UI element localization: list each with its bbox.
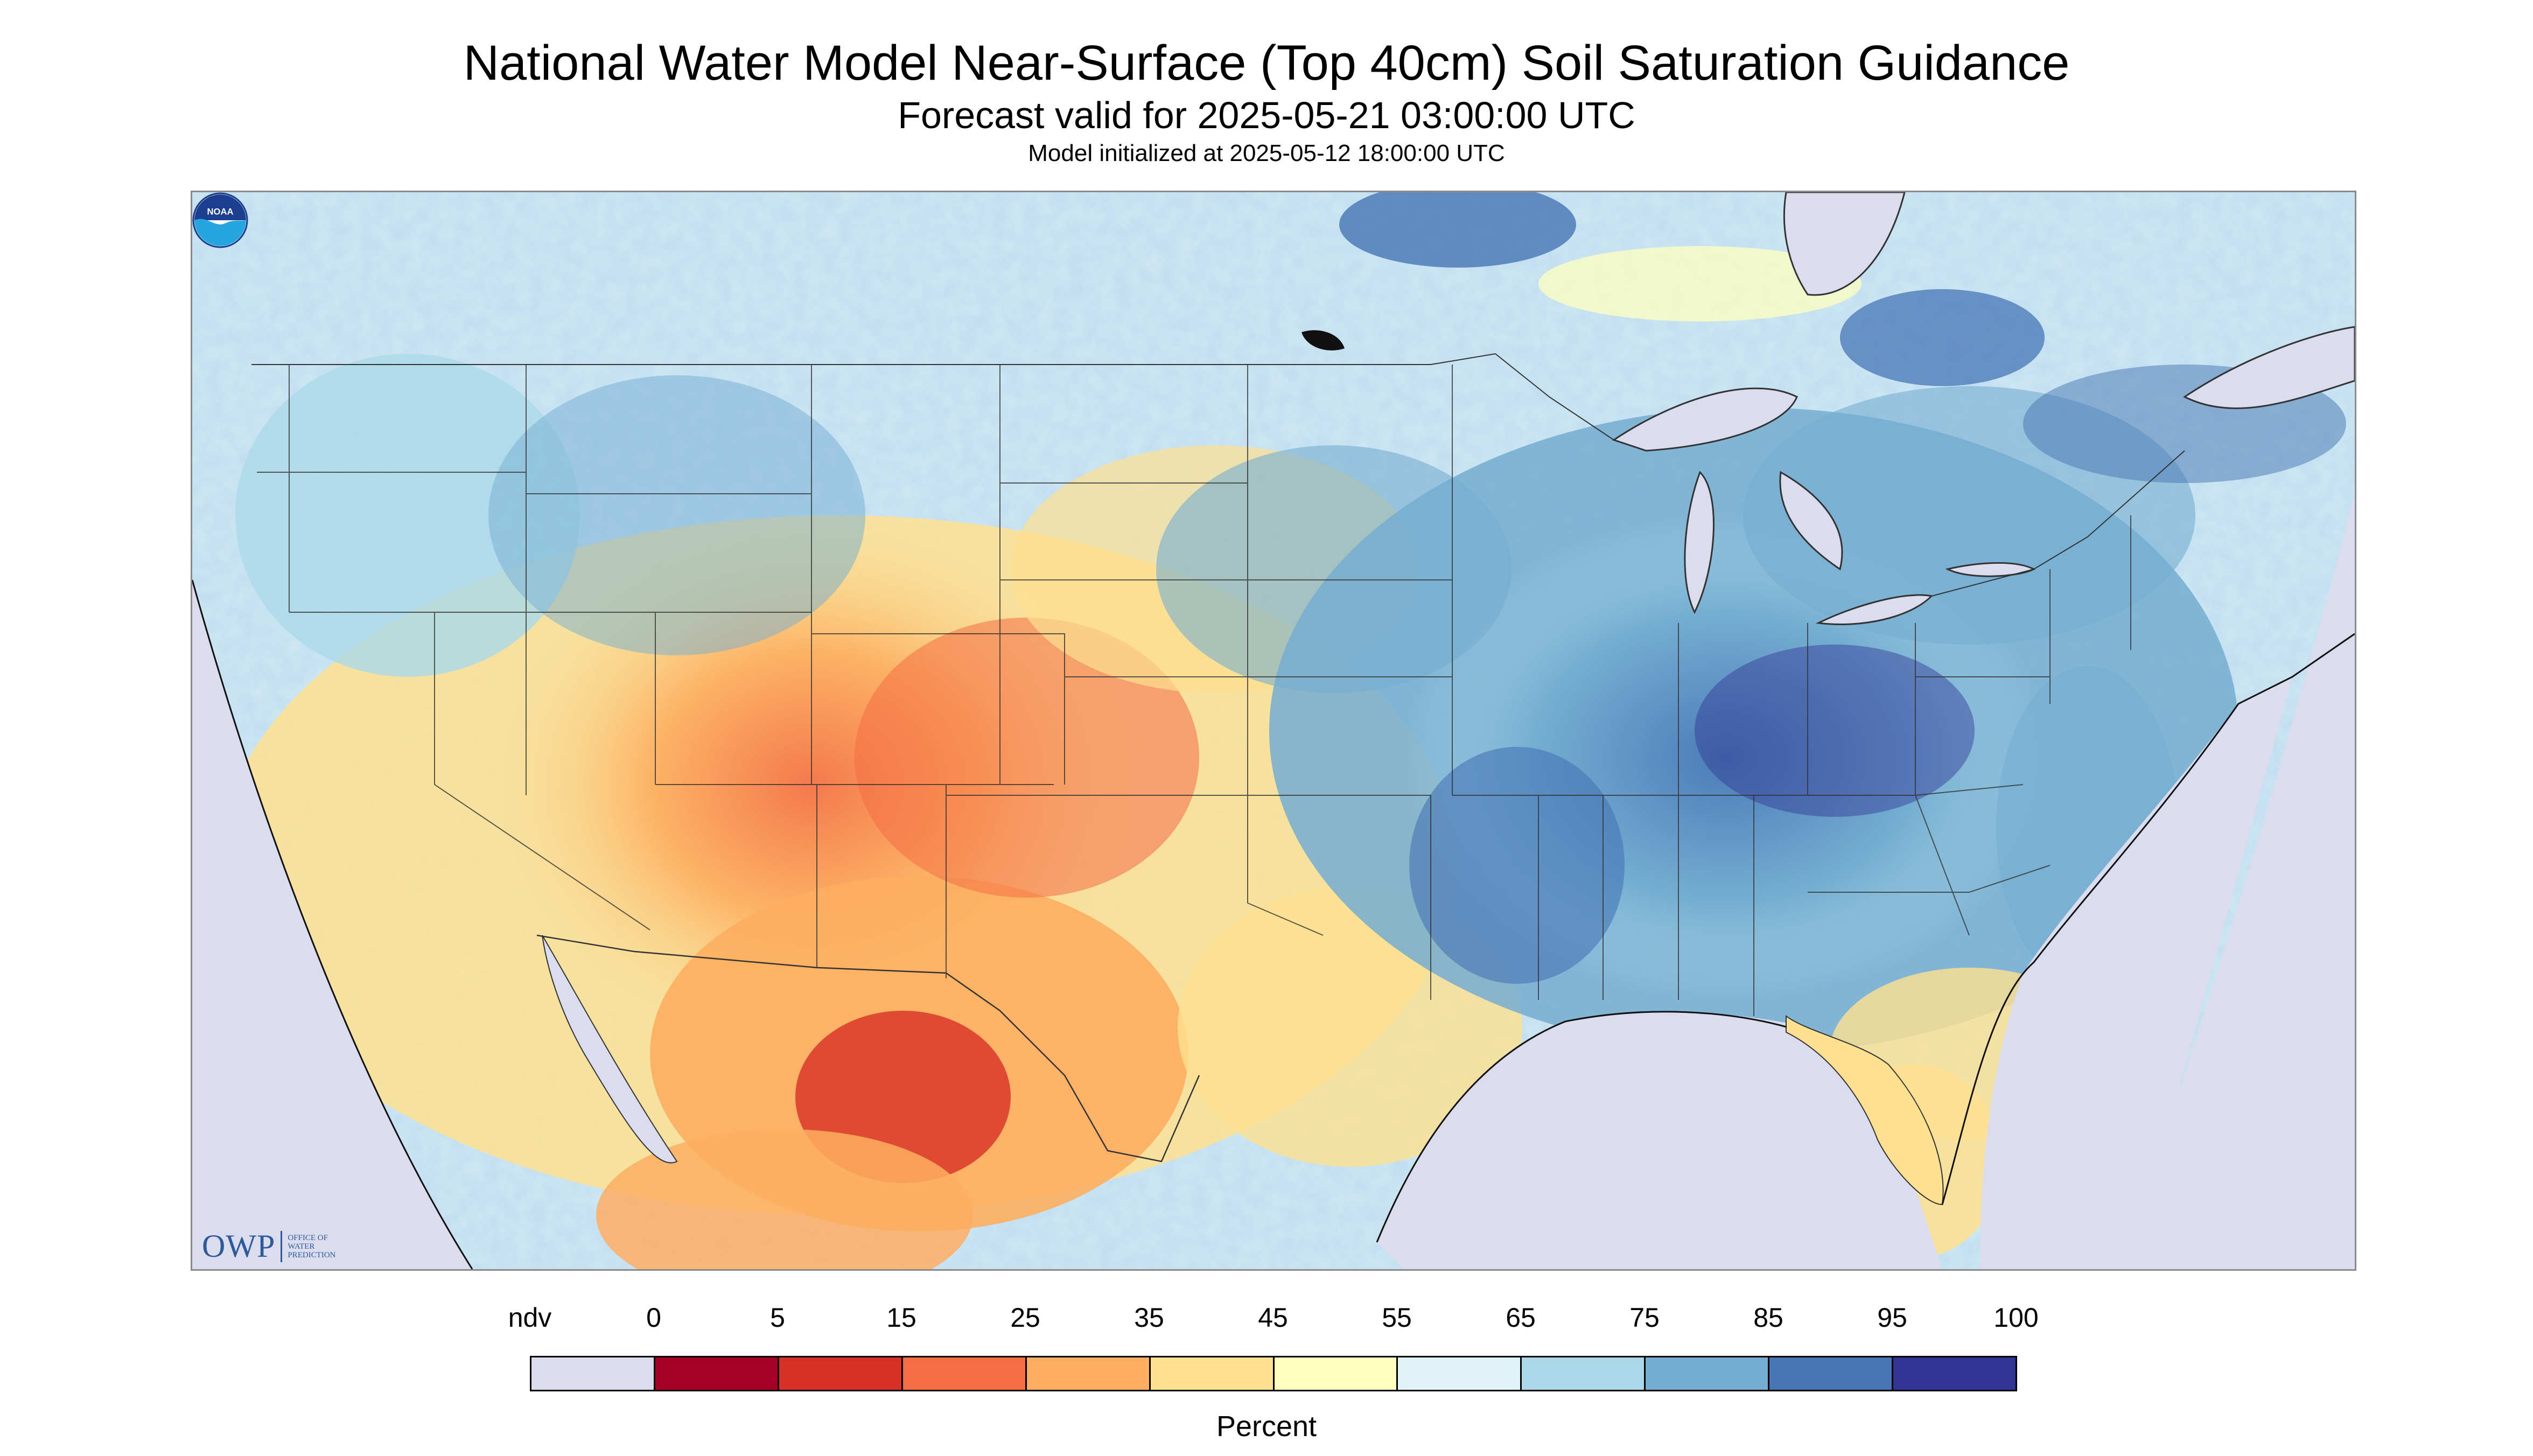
map-canvas bbox=[192, 192, 2355, 1269]
state-boundaries bbox=[257, 365, 2131, 1016]
legend-labels: ndv 0 5 15 25 35 45 55 65 75 85 95 100 bbox=[0, 1302, 2533, 1340]
gulf-of-mexico bbox=[1377, 1011, 1942, 1269]
legend-label: 75 bbox=[1629, 1303, 1660, 1333]
atlantic-domain-edge bbox=[2120, 494, 2355, 1269]
gulf-of-california bbox=[542, 935, 678, 1164]
st-lawrence-gulf bbox=[2183, 326, 2355, 409]
owp-logo-text: OWP bbox=[202, 1228, 276, 1264]
legend-color-swatch bbox=[1026, 1357, 1151, 1390]
atlantic-ocean bbox=[1980, 677, 2292, 1269]
legend-label: 95 bbox=[1877, 1303, 1907, 1333]
legend-color-swatch bbox=[1769, 1357, 1894, 1390]
us-canada-border bbox=[251, 353, 1614, 440]
legend-color-swatch bbox=[779, 1357, 903, 1390]
legend-label: 55 bbox=[1382, 1303, 1412, 1333]
soil-saturation-map: OWP OFFICE OF WATER PREDICTION NOAA bbox=[191, 191, 2356, 1271]
legend-label: ndv bbox=[508, 1303, 552, 1333]
owp-logo-subtext: OFFICE OF WATER PREDICTION bbox=[288, 1233, 336, 1259]
lake-huron bbox=[1779, 471, 1843, 571]
legend-label: 0 bbox=[646, 1303, 661, 1333]
legend-color-swatch bbox=[531, 1357, 655, 1390]
forecast-valid-time: Forecast valid for 2025-05-21 03:00:00 U… bbox=[898, 94, 1635, 136]
noaa-logo-text: NOAA bbox=[207, 207, 234, 217]
owp-logo: OWP OFFICE OF WATER PREDICTION bbox=[202, 1228, 336, 1265]
lake-of-the-woods bbox=[1302, 330, 1345, 351]
legend-label: 15 bbox=[886, 1303, 916, 1333]
legend-label: 100 bbox=[1993, 1303, 2039, 1333]
legend-label: 25 bbox=[1010, 1303, 1040, 1333]
legend-color-swatch bbox=[655, 1357, 779, 1390]
us-mexico-border bbox=[536, 934, 1200, 1163]
lake-michigan bbox=[1684, 471, 1715, 614]
legend-label: 5 bbox=[770, 1303, 785, 1333]
coastlines bbox=[192, 579, 2355, 1269]
legend-label: 45 bbox=[1258, 1303, 1288, 1333]
legend-color-swatch bbox=[1646, 1357, 1770, 1390]
legend-label: 65 bbox=[1506, 1303, 1536, 1333]
hudson-bay bbox=[1783, 192, 1906, 296]
legend-label: 35 bbox=[1134, 1303, 1164, 1333]
legend-color-swatch bbox=[902, 1357, 1027, 1390]
legend-color-swatch bbox=[1274, 1357, 1398, 1390]
legend-label: 85 bbox=[1753, 1303, 1783, 1333]
lake-erie bbox=[1815, 594, 1934, 626]
legend-unit-label: Percent bbox=[1216, 1410, 1317, 1443]
legend-color-swatch bbox=[1398, 1357, 1522, 1390]
noaa-logo: NOAA bbox=[192, 192, 248, 248]
color-legend-bar bbox=[530, 1356, 2017, 1391]
legend-color-swatch bbox=[1893, 1357, 2016, 1390]
pacific-ocean bbox=[192, 580, 472, 1269]
lake-superior bbox=[1612, 387, 1798, 452]
legend-color-swatch bbox=[1150, 1357, 1275, 1390]
map-title: National Water Model Near-Surface (Top 4… bbox=[463, 36, 2070, 90]
model-init-time: Model initialized at 2025-05-12 18:00:00… bbox=[1028, 140, 1505, 166]
legend-color-swatch bbox=[1522, 1357, 1646, 1390]
